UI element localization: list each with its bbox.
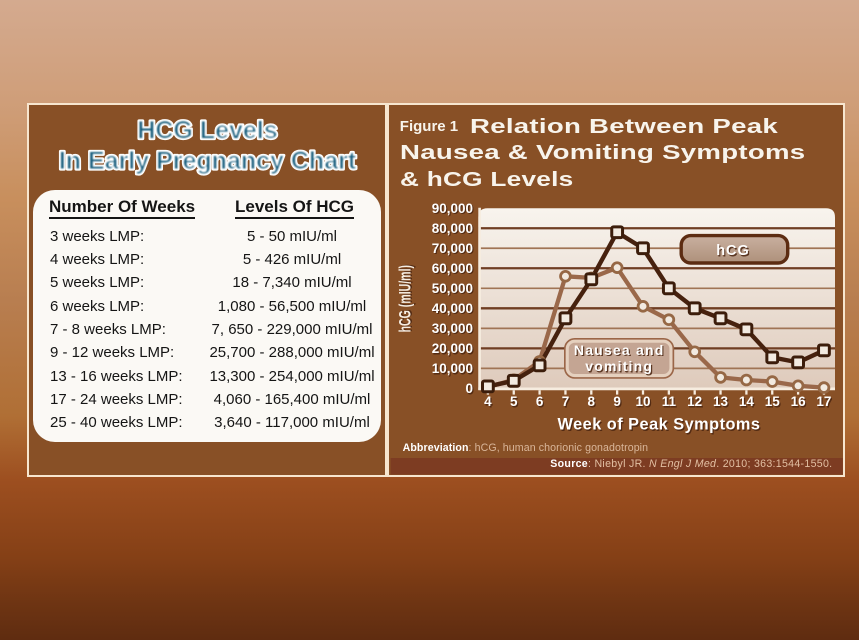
svg-text:9: 9 bbox=[613, 394, 621, 409]
svg-text:HCG Levels: HCG Levels bbox=[137, 117, 277, 145]
svg-text:Nausea and: Nausea and bbox=[574, 342, 665, 358]
svg-text:30,000: 30,000 bbox=[433, 322, 474, 337]
svg-text:17: 17 bbox=[818, 396, 833, 411]
svg-text:0: 0 bbox=[465, 381, 473, 396]
svg-text:15: 15 bbox=[765, 394, 781, 409]
svg-text:vomiting: vomiting bbox=[586, 359, 654, 375]
svg-text:6: 6 bbox=[537, 396, 545, 411]
svg-text:In Early Pregnancy Chart: In Early Pregnancy Chart bbox=[59, 147, 357, 175]
svg-text:hCG (mIU/ml): hCG (mIU/ml) bbox=[395, 265, 414, 332]
svg-text:HCG Levels: HCG Levels bbox=[137, 117, 277, 145]
svg-text:10: 10 bbox=[637, 396, 652, 411]
svg-text:60,000: 60,000 bbox=[432, 261, 473, 276]
svg-text:4: 4 bbox=[485, 396, 493, 411]
svg-text:80,000: 80,000 bbox=[433, 222, 474, 237]
svg-text:0: 0 bbox=[467, 382, 475, 397]
svg-text:90,000: 90,000 bbox=[433, 202, 474, 217]
svg-text:4: 4 bbox=[484, 394, 492, 409]
svg-text:20,000: 20,000 bbox=[432, 341, 473, 356]
svg-text:40,000: 40,000 bbox=[432, 301, 473, 316]
svg-text:Week of Peak Symptoms: Week of Peak Symptoms bbox=[558, 416, 761, 434]
svg-text:17: 17 bbox=[816, 394, 831, 409]
svg-text:30,000: 30,000 bbox=[432, 321, 473, 336]
svg-text:16: 16 bbox=[792, 396, 808, 411]
svg-text:10,000: 10,000 bbox=[433, 362, 474, 377]
svg-text:60,000: 60,000 bbox=[433, 262, 474, 277]
svg-text:14: 14 bbox=[739, 394, 755, 409]
svg-text:15: 15 bbox=[766, 396, 782, 411]
svg-text:10,000: 10,000 bbox=[432, 361, 473, 376]
svg-text:In Early Pregnancy Chart: In Early Pregnancy Chart bbox=[59, 147, 357, 175]
svg-text:Week of Peak Symptoms: Week of Peak Symptoms bbox=[559, 417, 762, 435]
svg-text:7: 7 bbox=[563, 396, 571, 411]
svg-text:14: 14 bbox=[740, 396, 756, 411]
svg-text:11: 11 bbox=[662, 394, 677, 409]
svg-text:vomiting: vomiting bbox=[585, 358, 653, 374]
svg-text:80,000: 80,000 bbox=[432, 221, 473, 236]
svg-text:Nausea and: Nausea and bbox=[575, 343, 666, 359]
svg-text:50,000: 50,000 bbox=[432, 281, 473, 296]
svg-text:9: 9 bbox=[615, 396, 623, 411]
svg-text:16: 16 bbox=[791, 394, 807, 409]
svg-text:hCG: hCG bbox=[716, 243, 750, 259]
svg-text:70,000: 70,000 bbox=[433, 242, 474, 257]
svg-text:hCG: hCG bbox=[717, 245, 751, 261]
svg-text:7: 7 bbox=[562, 394, 570, 409]
svg-text:8: 8 bbox=[588, 394, 596, 409]
svg-text:13: 13 bbox=[713, 394, 729, 409]
svg-text:90,000: 90,000 bbox=[432, 201, 473, 216]
svg-text:12: 12 bbox=[688, 396, 703, 411]
svg-text:50,000: 50,000 bbox=[433, 282, 474, 297]
svg-text:5: 5 bbox=[510, 394, 518, 409]
svg-text:8: 8 bbox=[589, 396, 597, 411]
svg-text:11: 11 bbox=[663, 396, 678, 411]
svg-text:Source: Niebyl JR. N Engl J Me: Source: Niebyl JR. N Engl J Med. 2010; 3… bbox=[550, 458, 832, 470]
svg-text:70,000: 70,000 bbox=[432, 241, 473, 256]
svg-text:12: 12 bbox=[687, 394, 702, 409]
svg-text:13: 13 bbox=[714, 396, 730, 411]
svg-text:hCG (mIU/ml): hCG (mIU/ml) bbox=[396, 264, 415, 331]
svg-text:Abbreviation: hCG, human chori: Abbreviation: hCG, human chorionic gonad… bbox=[403, 442, 649, 454]
svg-text:20,000: 20,000 bbox=[433, 342, 474, 357]
svg-text:40,000: 40,000 bbox=[433, 302, 474, 317]
svg-text:6: 6 bbox=[536, 394, 544, 409]
svg-text:5: 5 bbox=[511, 396, 519, 411]
svg-text:10: 10 bbox=[635, 394, 650, 409]
